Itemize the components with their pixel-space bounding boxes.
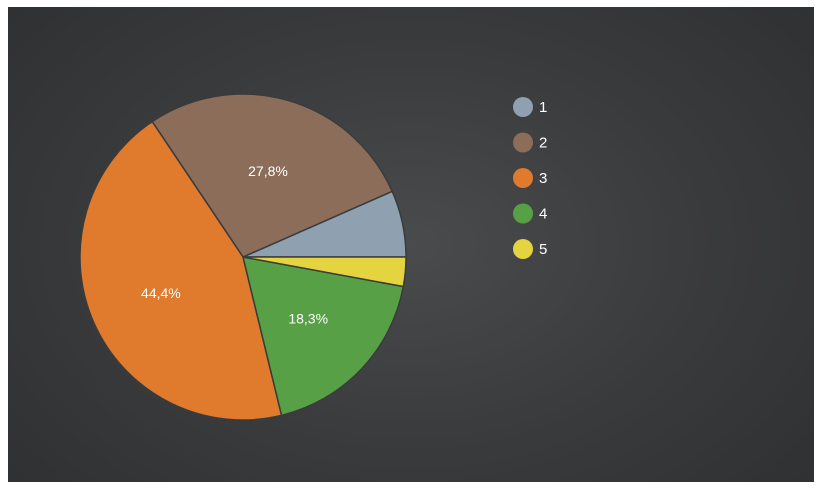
pie-chart: 27,8% 44,4% 18,3% 1 2 3 4 5 bbox=[79, 93, 547, 421]
pie-slice-2 bbox=[151, 93, 394, 258]
pie-slice-3 bbox=[79, 120, 283, 421]
chart-frame: 27,8% 44,4% 18,3% 1 2 3 4 5 bbox=[8, 7, 814, 482]
legend-label-2: 2 bbox=[539, 135, 547, 152]
data-label-4: 18,3% bbox=[288, 311, 328, 327]
legend-marker-4 bbox=[513, 203, 533, 224]
pie-slice-5 bbox=[242, 256, 407, 288]
pie-slices bbox=[79, 93, 407, 421]
pie-data-labels: 27,8% 44,4% 18,3% bbox=[141, 163, 328, 327]
pie-slice-4 bbox=[241, 256, 405, 417]
legend-label-1: 1 bbox=[539, 99, 547, 116]
legend-label-5: 5 bbox=[539, 241, 547, 258]
legend-marker-3 bbox=[513, 168, 533, 188]
legend-label-4: 4 bbox=[539, 206, 547, 223]
legend-marker-5 bbox=[513, 239, 533, 259]
data-label-2: 27,8% bbox=[248, 163, 288, 179]
legend-label-3: 3 bbox=[539, 170, 547, 187]
legend-marker-2 bbox=[513, 132, 533, 153]
legend-marker-1 bbox=[513, 97, 533, 117]
legend: 1 2 3 4 5 bbox=[513, 97, 547, 259]
data-label-3: 44,4% bbox=[141, 285, 181, 301]
